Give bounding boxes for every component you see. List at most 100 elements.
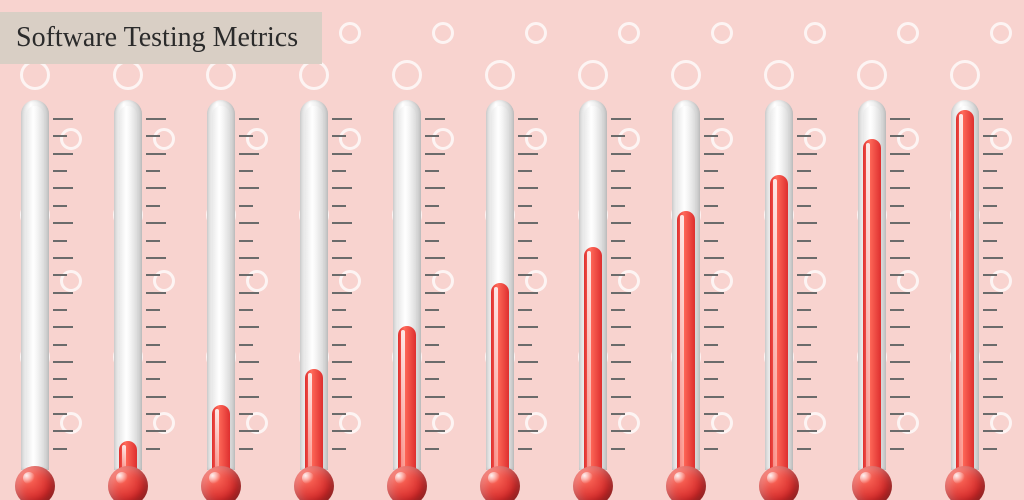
scale-tick: [239, 205, 253, 207]
bg-circle: [299, 60, 329, 90]
thermometer-scale: [983, 118, 1003, 450]
scale-tick: [332, 205, 346, 207]
thermometer-bulb: [480, 466, 520, 500]
scale-tick: [146, 205, 160, 207]
scale-tick: [425, 361, 445, 363]
scale-tick: [983, 170, 997, 172]
scale-tick: [53, 430, 73, 432]
scale-tick: [983, 118, 1003, 120]
thermometer: [379, 100, 459, 500]
scale-tick: [983, 292, 1003, 294]
scale-tick: [53, 205, 67, 207]
scale-tick: [611, 309, 625, 311]
scale-tick: [146, 257, 166, 259]
scale-tick: [611, 326, 631, 328]
scale-tick: [146, 448, 160, 450]
scale-tick: [518, 170, 532, 172]
scale-tick: [797, 222, 817, 224]
scale-tick: [518, 292, 538, 294]
scale-tick: [239, 413, 253, 415]
scale-tick: [518, 448, 532, 450]
thermometer: [472, 100, 552, 500]
scale-tick: [53, 222, 73, 224]
thermometer-bulb: [108, 466, 148, 500]
scale-tick: [239, 240, 253, 242]
scale-tick: [611, 361, 631, 363]
scale-tick: [239, 396, 259, 398]
scale-tick: [983, 187, 1003, 189]
scale-tick: [425, 292, 445, 294]
scale-tick: [611, 396, 631, 398]
title-banner: Software Testing Metrics: [0, 12, 322, 64]
scale-tick: [53, 118, 73, 120]
thermometer-track: [119, 106, 137, 466]
scale-tick: [518, 222, 538, 224]
bg-circle: [671, 60, 701, 90]
scale-tick: [983, 430, 1003, 432]
scale-tick: [146, 292, 166, 294]
title-text: Software Testing Metrics: [16, 22, 298, 53]
scale-tick: [704, 118, 724, 120]
bg-circle: [711, 22, 733, 44]
thermometer: [937, 100, 1017, 500]
scale-tick: [332, 240, 346, 242]
bg-circle: [764, 60, 794, 90]
thermometer-fill: [398, 326, 416, 470]
scale-tick: [425, 344, 439, 346]
scale-tick: [518, 309, 532, 311]
scale-tick: [53, 187, 73, 189]
thermometer-track: [26, 106, 44, 466]
scale-tick: [890, 222, 910, 224]
scale-tick: [704, 413, 718, 415]
scale-tick: [797, 187, 817, 189]
scale-tick: [146, 378, 160, 380]
scale-tick: [797, 153, 817, 155]
scale-tick: [425, 170, 439, 172]
thermometer-row: [0, 100, 1024, 500]
thermometer-fill: [863, 139, 881, 470]
thermometer-bulb: [573, 466, 613, 500]
scale-tick: [704, 378, 718, 380]
scale-tick: [332, 309, 346, 311]
scale-tick: [797, 430, 817, 432]
scale-tick: [983, 135, 997, 137]
scale-tick: [983, 240, 997, 242]
scale-tick: [146, 309, 160, 311]
thermometer: [7, 100, 87, 500]
scale-tick: [704, 292, 724, 294]
scale-tick: [53, 344, 67, 346]
scale-tick: [518, 326, 538, 328]
bg-circle: [485, 60, 515, 90]
scale-tick: [53, 396, 73, 398]
scale-tick: [332, 187, 352, 189]
scale-tick: [332, 222, 352, 224]
scale-tick: [797, 170, 811, 172]
scale-tick: [890, 170, 904, 172]
bg-circle: [950, 60, 980, 90]
thermometer-fill: [305, 369, 323, 470]
scale-tick: [239, 118, 259, 120]
thermometer-bulb: [387, 466, 427, 500]
scale-tick: [797, 292, 817, 294]
scale-tick: [425, 413, 439, 415]
bg-circle: [432, 22, 454, 44]
scale-tick: [332, 274, 346, 276]
scale-tick: [425, 448, 439, 450]
bg-circle: [804, 22, 826, 44]
scale-tick: [611, 274, 625, 276]
scale-tick: [797, 257, 817, 259]
scale-tick: [332, 344, 346, 346]
scale-tick: [53, 153, 73, 155]
scale-tick: [797, 413, 811, 415]
scale-tick: [425, 257, 445, 259]
scale-tick: [425, 135, 439, 137]
scale-tick: [239, 170, 253, 172]
scale-tick: [704, 222, 724, 224]
scale-tick: [239, 222, 259, 224]
scale-tick: [704, 187, 724, 189]
thermometer-fill: [677, 211, 695, 470]
scale-tick: [332, 257, 352, 259]
scale-tick: [425, 187, 445, 189]
thermometer-scale: [53, 118, 73, 450]
scale-tick: [332, 430, 352, 432]
